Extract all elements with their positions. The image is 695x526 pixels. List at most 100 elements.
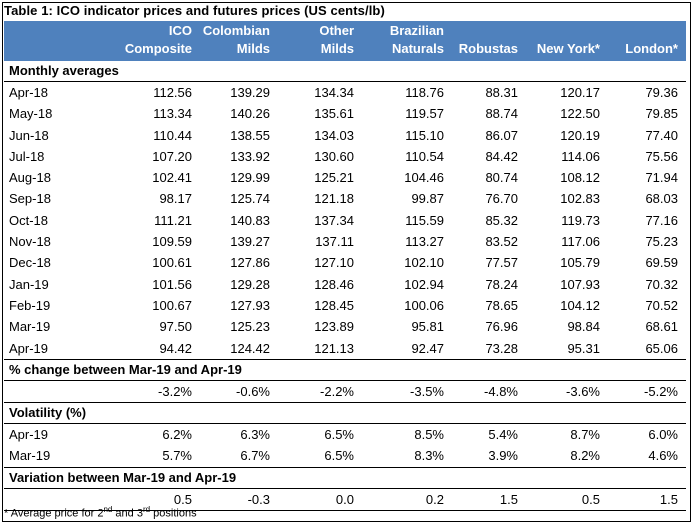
table-cell: 123.89 (314, 319, 354, 335)
column-header: London* (592, 21, 678, 61)
table-cell: 112.56 (153, 85, 192, 100)
row-label: Jul-18 (9, 148, 45, 164)
column-header: Brazilian Naturals (358, 21, 444, 61)
table-cell: 113.34 (153, 106, 192, 122)
table-cell: 120.17 (560, 85, 600, 100)
row-label: Jan-19 (9, 276, 49, 292)
table-cell: 119.73 (561, 212, 600, 228)
table-row: Jun-18 110.44 138.55 134.03 115.10 86.07 120.1… (4, 125, 686, 146)
column-header-text: Colombian Milds (203, 22, 270, 58)
footnote-prefix: * Average price for 2 (4, 507, 104, 520)
column-header-line2: Robustas (458, 41, 518, 56)
table-cell: -3.2% (158, 383, 192, 399)
table-cell: 139.29 (230, 85, 270, 100)
table-row: Oct-18 111.21 140.83 137.34 115.59 85.32 119.7… (4, 210, 686, 231)
table-cell: 121.18 (314, 191, 354, 207)
table-cell: 100.67 (152, 297, 192, 313)
table-cell: 68.61 (645, 319, 678, 335)
table-cell: 129.99 (230, 170, 270, 186)
table-cell: 73.28 (485, 340, 518, 356)
table-cell: 84.42 (485, 148, 518, 164)
table-cell: 128.45 (314, 297, 354, 313)
table-cell: 77.16 (645, 212, 678, 228)
table-cell: 88.74 (485, 106, 518, 122)
row-label: Apr-19 (9, 427, 49, 443)
section-volatility: Volatility (%) (4, 403, 686, 425)
column-header-line2: Composite (124, 41, 192, 56)
table-cell: 98.17 (159, 191, 192, 207)
table-cell: 83.52 (485, 234, 518, 250)
row-label: Oct-18 (9, 212, 49, 228)
table-row: Mar-19 5.7% 6.7% 6.5% 8.3% 3.9% 8.2% 4.6% (4, 445, 686, 468)
table-cell: 138.55 (230, 127, 270, 143)
table-cell: 121.13 (314, 340, 354, 356)
section-volatility-text: Volatility (%) (9, 405, 87, 421)
table-cell: 79.36 (645, 85, 678, 100)
row-label: Apr-18 (9, 85, 49, 100)
table-cell: 137.34 (314, 212, 354, 228)
table-row: Apr-19 94.42 124.42 121.13 92.47 73.28 95.31 65… (4, 338, 686, 360)
column-header: Other Milds (268, 21, 354, 61)
row-label: Feb-19 (9, 297, 51, 313)
table-cell: 77.57 (485, 255, 518, 271)
table-cell: 118.76 (405, 85, 444, 100)
table-cell: -4.8% (484, 383, 518, 399)
column-header-line2: Milds (320, 41, 354, 56)
table-cell: 125.23 (230, 319, 270, 335)
row-label: Nov-18 (9, 234, 51, 250)
table-body: Monthly averages Apr-18 112.56 139.29 134.34… (4, 61, 686, 512)
table-row: Sep-18 98.17 125.74 121.18 99.87 76.70 102.83 6… (4, 188, 686, 209)
table-row: Aug-18 102.41 129.99 125.21 104.46 80.74 108.1… (4, 167, 686, 188)
table-cell: 6.0% (648, 427, 678, 443)
row-label: May-18 (9, 106, 53, 122)
table-cell: 114.06 (561, 148, 600, 164)
table-cell: 102.94 (404, 276, 444, 292)
table-cell: 8.5% (414, 427, 444, 443)
table-title: Table 1: ICO indicator prices and future… (4, 3, 385, 18)
table-cell: 133.92 (230, 148, 270, 164)
table-cell: 140.26 (230, 106, 270, 122)
section-monthly-averages-text: Monthly averages (9, 63, 119, 78)
table-cell: 130.60 (314, 148, 354, 164)
table-cell: 88.31 (485, 85, 518, 100)
column-header: ICO Composite (106, 21, 192, 61)
table-cell: 76.70 (485, 191, 518, 207)
column-header-text: Brazilian Naturals (390, 22, 444, 58)
footnote-mid: and 3 (112, 507, 143, 520)
column-header-line2: Naturals (391, 41, 444, 56)
table-cell: 6.2% (162, 427, 192, 443)
column-header: Robustas (432, 21, 518, 61)
table-cell: 6.7% (240, 448, 270, 464)
column-header-text: Robustas (459, 40, 518, 58)
table-cell: 75.23 (645, 234, 678, 250)
column-header-line1: Other (319, 23, 354, 38)
table-cell: 115.10 (405, 127, 444, 143)
section-percent-change: % change between Mar-19 and Apr-19 (4, 360, 686, 381)
table-cell: 125.21 (314, 170, 354, 186)
table-cell: 134.03 (314, 127, 354, 143)
table-cell: 78.65 (485, 297, 518, 313)
section-variation-text: Variation between Mar-19 and Apr-19 (9, 469, 237, 485)
table-cell: 1.5 (499, 491, 518, 507)
table-cell: 94.42 (159, 340, 192, 356)
column-header-line2: London* (625, 41, 678, 56)
footnote-suffix: positions (150, 507, 197, 520)
table-cell: 92.47 (411, 340, 444, 356)
table-cell: 110.44 (153, 127, 192, 143)
table-row: Apr-18 112.56 139.29 134.34 118.76 88.31 120.1… (4, 82, 686, 103)
row-label: Jun-18 (9, 127, 49, 143)
table-cell: 105.79 (560, 255, 600, 271)
table-cell: 107.20 (152, 148, 192, 164)
table-cell: -2.2% (320, 383, 354, 399)
table-cell: 104.12 (560, 297, 600, 313)
table-cell: 6.5% (324, 448, 354, 464)
table-cell: 65.06 (645, 340, 678, 356)
column-header-line2: Milds (236, 41, 270, 56)
table-cell: 1.5 (659, 491, 678, 507)
row-label: Dec-18 (9, 255, 51, 271)
table-cell: 125.74 (230, 191, 270, 207)
footnote: * Average price for 2nd and 3rd position… (4, 505, 197, 520)
table-cell: 99.87 (411, 191, 444, 207)
table-cell: 76.96 (485, 319, 518, 335)
table-cell: -3.6% (566, 383, 600, 399)
